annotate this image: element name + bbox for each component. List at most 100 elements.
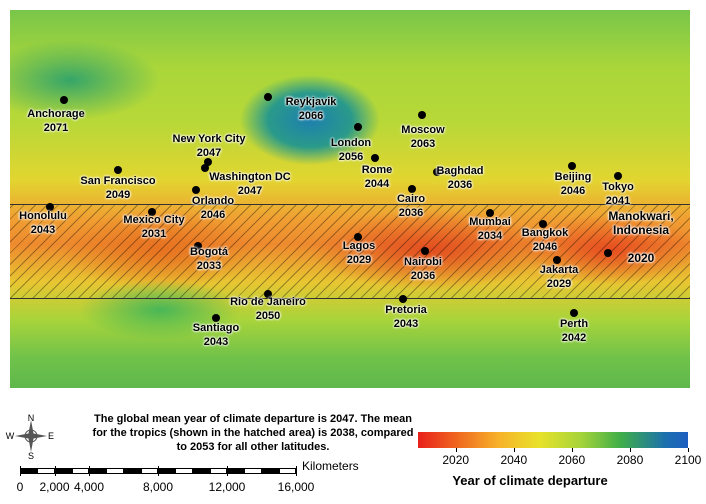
city-year: 2043 xyxy=(393,318,419,330)
colorbar-tick-label: 2060 xyxy=(558,453,586,467)
city-dot xyxy=(192,186,200,194)
city-dot xyxy=(114,166,122,174)
city-dot xyxy=(553,256,561,264)
city-name: Washington DC xyxy=(209,171,291,183)
city-dot xyxy=(201,164,209,172)
city-name: Jakarta xyxy=(539,264,579,276)
colorbar-label: Year of climate departure xyxy=(452,473,608,488)
city-year: 2071 xyxy=(43,122,69,134)
city-dot xyxy=(204,158,212,166)
scale-segment xyxy=(123,468,141,474)
city-year: 2029 xyxy=(346,254,372,266)
city-dot xyxy=(570,309,578,317)
city-year: 2066 xyxy=(298,110,324,122)
city-dot xyxy=(60,96,68,104)
scale-segment xyxy=(158,468,176,474)
city-year: 2031 xyxy=(141,228,167,240)
scale-segment xyxy=(89,468,107,474)
city-dot xyxy=(264,290,272,298)
colorbar-tick xyxy=(571,448,573,452)
city-dot xyxy=(46,203,54,211)
city-year: 2042 xyxy=(561,332,587,344)
city-name: Nairobi xyxy=(404,256,442,268)
city-name: Moscow xyxy=(401,124,445,136)
scale-segment xyxy=(278,468,296,474)
colorbar-tick xyxy=(688,448,689,452)
colorbar-tick-label: 2020 xyxy=(442,453,470,467)
compass-s: S xyxy=(27,451,35,461)
city-name: Reykjavik xyxy=(285,96,337,108)
city-dot xyxy=(148,208,156,216)
city-dot xyxy=(354,233,362,241)
colorbar-tick-label: 2080 xyxy=(616,453,644,467)
city-name: Honolulu xyxy=(19,210,67,222)
caption: The global mean year of climate departur… xyxy=(92,413,414,453)
city-name: Mumbai xyxy=(469,216,511,228)
city-dot xyxy=(354,123,362,131)
city-dot xyxy=(614,172,622,180)
city-year: 2046 xyxy=(560,185,586,197)
scale-segment xyxy=(209,468,227,474)
city-year: 2049 xyxy=(105,189,131,201)
city-year: 2036 xyxy=(447,179,473,191)
scale-segment xyxy=(227,468,245,474)
city-year: 2046 xyxy=(532,241,558,253)
scale-segment xyxy=(71,468,89,474)
scale-tick-label: 0 xyxy=(16,480,24,494)
colorbar-tick-label: 2100 xyxy=(674,453,702,467)
scale-tick xyxy=(296,466,297,476)
city-dot xyxy=(194,242,202,250)
city-year: 2056 xyxy=(338,151,364,163)
city-name: Rome xyxy=(361,164,393,176)
city-dot xyxy=(421,247,429,255)
scale-tick-label: 16,000 xyxy=(277,480,315,494)
scale-title: Kilometers xyxy=(302,459,359,473)
city-name: London xyxy=(330,137,372,149)
city-dot xyxy=(604,249,612,257)
city-name: Cairo xyxy=(396,193,426,205)
scale-tick-label: 12,000 xyxy=(208,480,246,494)
city-name: Perth xyxy=(559,318,589,330)
colorbar-tick xyxy=(455,448,457,452)
city-name: Mexico City xyxy=(123,214,185,226)
scale-segment xyxy=(106,468,124,474)
scale-tick-label: 2,000 xyxy=(39,480,70,494)
map: Anchorage 2071 Reykjavik 2066 London 2056 Mosc… xyxy=(10,10,690,388)
city-name: Lagos xyxy=(342,240,376,252)
city-dot xyxy=(539,220,547,228)
city-year: 2047 xyxy=(196,147,222,159)
city-name: Santiago xyxy=(192,322,240,334)
city-name: Rio de Janeiro xyxy=(230,296,306,308)
scale-segment xyxy=(37,468,55,474)
city-year: 2033 xyxy=(196,260,222,272)
scale-segment xyxy=(140,468,158,474)
city-year: 2043 xyxy=(30,224,56,236)
city-dot xyxy=(408,185,416,193)
scale-segment xyxy=(244,468,262,474)
colorbar-tick xyxy=(513,448,515,452)
city-dot xyxy=(486,209,494,217)
city-name: Orlando xyxy=(191,195,235,207)
city-dot xyxy=(433,168,441,176)
scale-tick-label: 8,000 xyxy=(142,480,174,494)
scale-segment xyxy=(192,468,210,474)
city-year: 2036 xyxy=(398,207,424,219)
scale-segment xyxy=(261,468,279,474)
city-year: 2063 xyxy=(410,138,436,150)
city-year: 2041 xyxy=(605,195,631,207)
city-year: 2020 xyxy=(627,251,655,265)
compass-w: W xyxy=(5,431,15,441)
city-name: Bogotá xyxy=(190,246,228,258)
colorbar-tick-label: 2040 xyxy=(500,453,528,467)
city-dot xyxy=(212,314,220,322)
city-year: 2050 xyxy=(255,310,281,322)
city-dot xyxy=(568,162,576,170)
city-year: 2047 xyxy=(237,185,263,197)
city-name: Bangkok xyxy=(521,227,569,239)
city-year: 2034 xyxy=(477,230,503,242)
colorbar xyxy=(418,432,688,448)
city-name: Manokwari, Indonesia xyxy=(608,209,674,237)
scale-segment xyxy=(20,468,38,474)
city-year: 2029 xyxy=(546,278,572,290)
